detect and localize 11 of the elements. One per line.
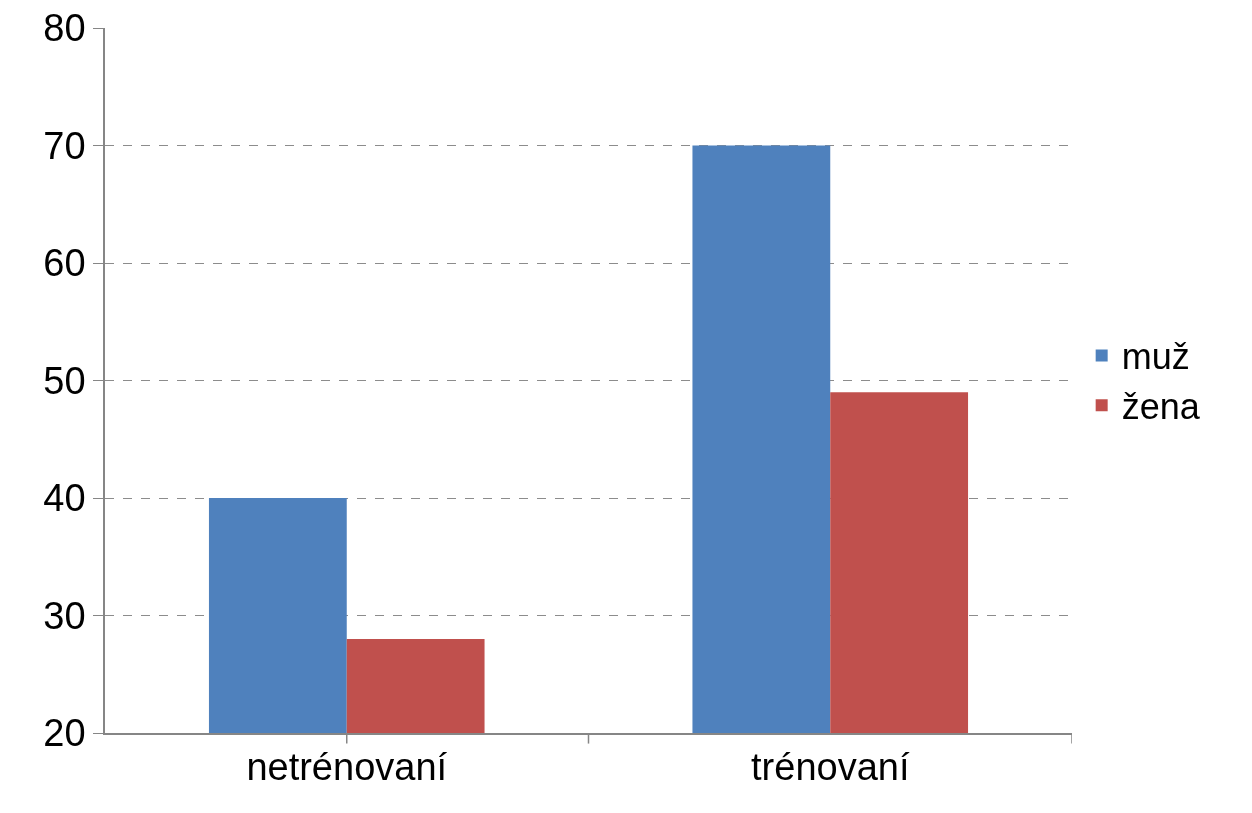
y-tick-label: 30 xyxy=(43,594,86,637)
legend-label: žena xyxy=(1121,386,1201,428)
y-tick-label: 70 xyxy=(43,124,86,167)
legend-label: muž xyxy=(1121,336,1190,378)
x-tick-label: trénovaní xyxy=(751,746,910,789)
x-tick-label: netrénovaní xyxy=(246,746,448,789)
y-tick-label: 50 xyxy=(43,359,86,402)
y-tick-label: 60 xyxy=(43,242,86,285)
y-tick-label: 40 xyxy=(43,477,86,520)
y-tick-label: 80 xyxy=(43,7,86,50)
y-tick-label: 20 xyxy=(43,712,86,755)
